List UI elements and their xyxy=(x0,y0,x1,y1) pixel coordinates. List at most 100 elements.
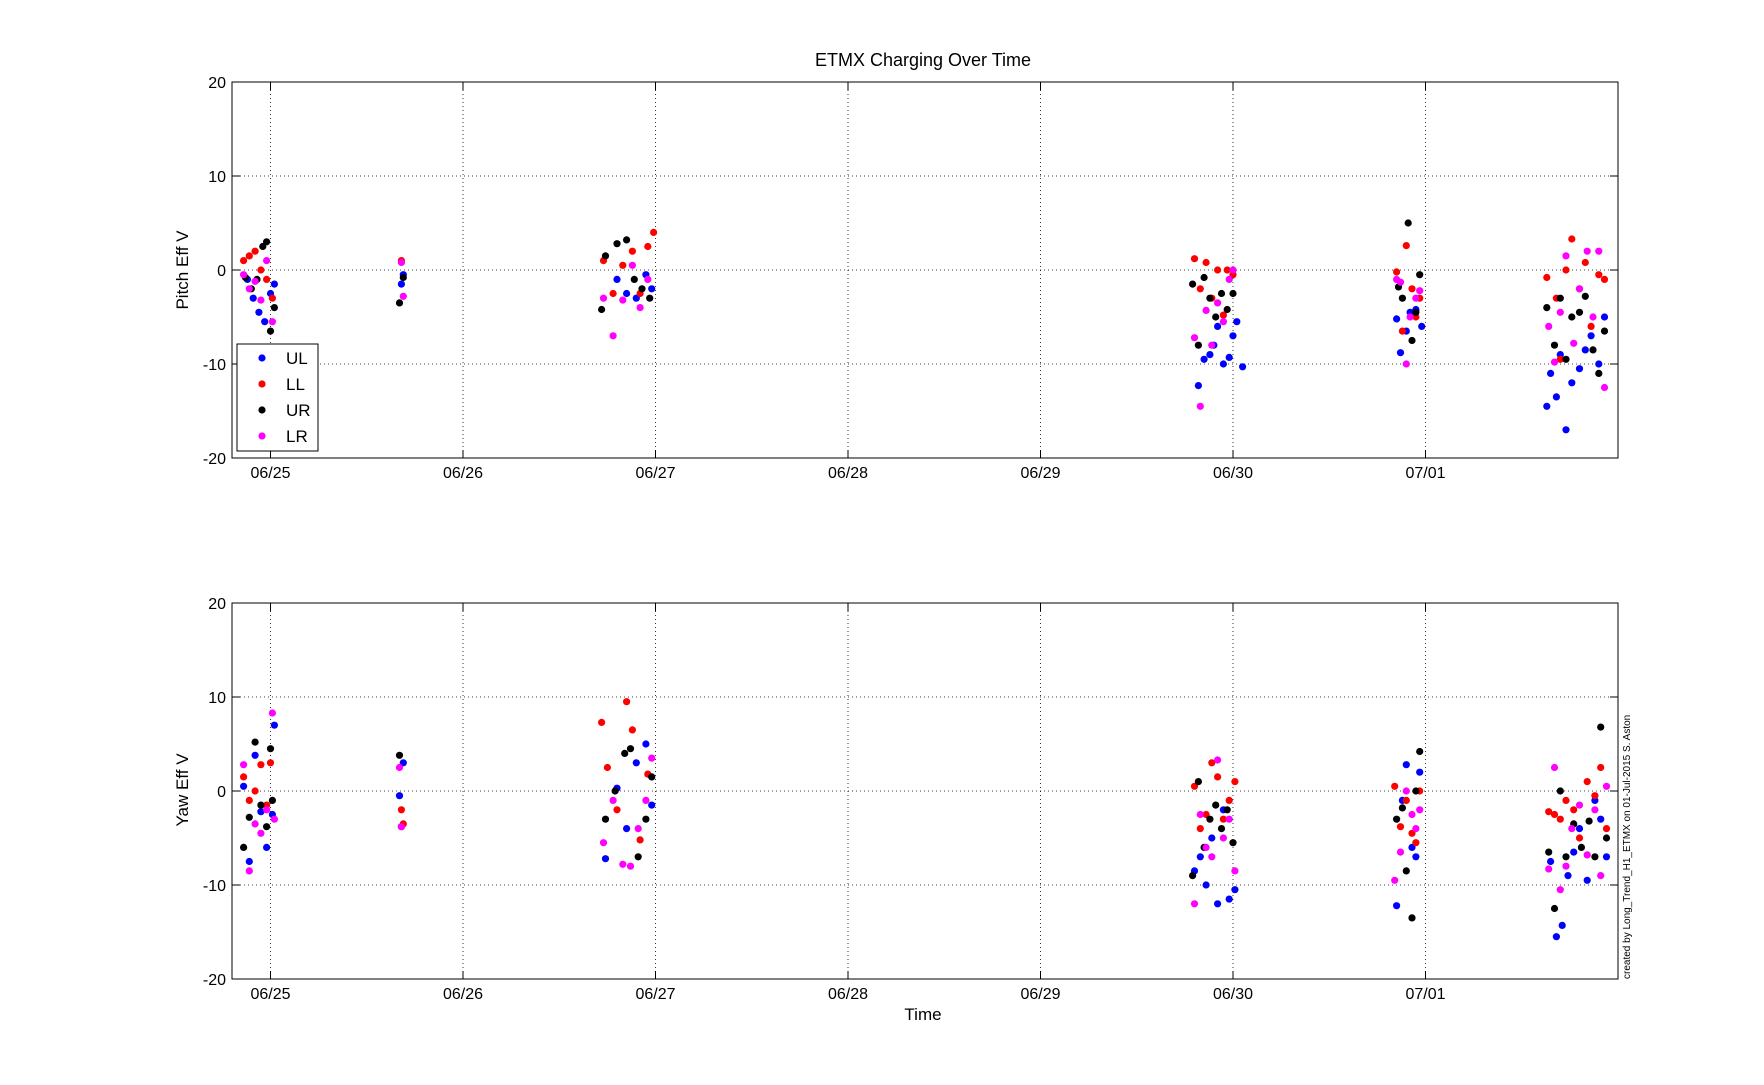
data-point xyxy=(257,761,265,769)
data-point xyxy=(1396,848,1405,856)
data-point xyxy=(249,294,257,302)
data-point xyxy=(603,763,612,772)
data-point xyxy=(1570,806,1578,814)
data-point xyxy=(1416,768,1424,776)
data-point xyxy=(623,289,631,298)
x-tick-label: 06/25 xyxy=(250,465,290,482)
data-point xyxy=(1575,834,1584,842)
data-point xyxy=(1600,313,1609,321)
data-point xyxy=(1412,853,1420,861)
data-point xyxy=(619,860,627,868)
data-point xyxy=(1587,332,1595,340)
data-point xyxy=(1602,825,1611,833)
data-point xyxy=(245,857,253,866)
data-point xyxy=(257,808,265,816)
data-point xyxy=(251,247,259,255)
data-point xyxy=(1214,266,1222,274)
data-point xyxy=(1190,334,1199,342)
data-point xyxy=(1416,806,1424,814)
data-point xyxy=(1583,851,1591,859)
data-point xyxy=(1597,763,1605,772)
data-point xyxy=(1562,266,1570,274)
series-lr xyxy=(240,709,1611,908)
data-point xyxy=(1214,299,1222,307)
data-point xyxy=(1550,810,1559,819)
data-point xyxy=(1223,266,1231,274)
x-tick-label: 06/27 xyxy=(635,986,675,1003)
data-point xyxy=(1225,275,1233,283)
data-point xyxy=(1391,782,1399,790)
data-point xyxy=(628,247,637,255)
data-point xyxy=(621,749,629,758)
data-point xyxy=(1547,369,1555,377)
data-point xyxy=(1208,341,1216,349)
data-point xyxy=(1543,402,1551,410)
data-point xyxy=(245,796,253,805)
legend-label-lr: LR xyxy=(286,427,308,446)
y-tick-label: -20 xyxy=(203,972,226,989)
data-point xyxy=(623,698,631,706)
data-point xyxy=(245,252,253,260)
data-point xyxy=(1552,933,1560,941)
data-point xyxy=(395,792,404,800)
data-point xyxy=(1581,292,1589,300)
data-point xyxy=(270,815,278,823)
data-point xyxy=(601,815,610,823)
data-point xyxy=(634,825,642,833)
data-point xyxy=(397,280,405,288)
x-tick-label: 06/26 xyxy=(443,986,483,1003)
data-point xyxy=(626,862,635,870)
data-point xyxy=(1597,815,1605,823)
y-tick-label: 20 xyxy=(208,596,226,613)
data-point xyxy=(1196,402,1204,410)
data-point xyxy=(1219,815,1227,823)
data-point xyxy=(642,740,650,748)
y-tick-label: 20 xyxy=(208,75,226,92)
data-point xyxy=(1196,810,1204,819)
data-point xyxy=(1412,308,1420,316)
data-point xyxy=(1556,815,1564,823)
x-tick-label: 06/30 xyxy=(1213,465,1253,482)
data-point xyxy=(642,815,650,823)
data-point xyxy=(1225,796,1233,805)
data-point xyxy=(397,258,405,267)
data-point xyxy=(648,773,656,781)
data-point xyxy=(251,820,259,828)
data-point xyxy=(1206,815,1214,823)
data-point xyxy=(1206,294,1214,302)
data-point xyxy=(1597,723,1605,731)
data-point xyxy=(1223,806,1231,814)
x-tick-label: 06/28 xyxy=(828,986,868,1003)
data-point xyxy=(1229,289,1237,298)
x-tick-label: 06/28 xyxy=(828,465,868,482)
data-point xyxy=(1212,313,1220,321)
data-point xyxy=(263,806,271,814)
data-point xyxy=(257,296,265,304)
data-point xyxy=(1597,872,1605,880)
data-point xyxy=(1562,426,1570,434)
data-point xyxy=(1568,235,1576,243)
y-tick-label: -10 xyxy=(203,357,226,374)
y-tick-label: 0 xyxy=(217,784,226,801)
data-point xyxy=(1208,853,1216,861)
data-point xyxy=(1398,804,1406,812)
data-point xyxy=(270,280,278,288)
data-point xyxy=(648,285,656,293)
data-point xyxy=(611,787,619,795)
data-point xyxy=(1225,895,1233,903)
data-point xyxy=(638,285,646,293)
legend-label-ur: UR xyxy=(286,401,311,420)
data-point xyxy=(628,726,637,734)
pitch-points xyxy=(240,219,1609,434)
data-point xyxy=(1600,275,1609,283)
data-point xyxy=(1545,322,1553,330)
yaw-plot: 06/25 06/26 06/27 06/28 06/29 06/30 07/01 -20 -1… xyxy=(173,596,1619,1003)
data-point xyxy=(1562,252,1570,260)
data-point xyxy=(1208,759,1216,767)
data-point xyxy=(1189,872,1197,880)
data-point xyxy=(240,271,248,279)
data-point xyxy=(266,745,275,753)
data-point xyxy=(1589,346,1597,354)
data-point xyxy=(251,787,259,795)
